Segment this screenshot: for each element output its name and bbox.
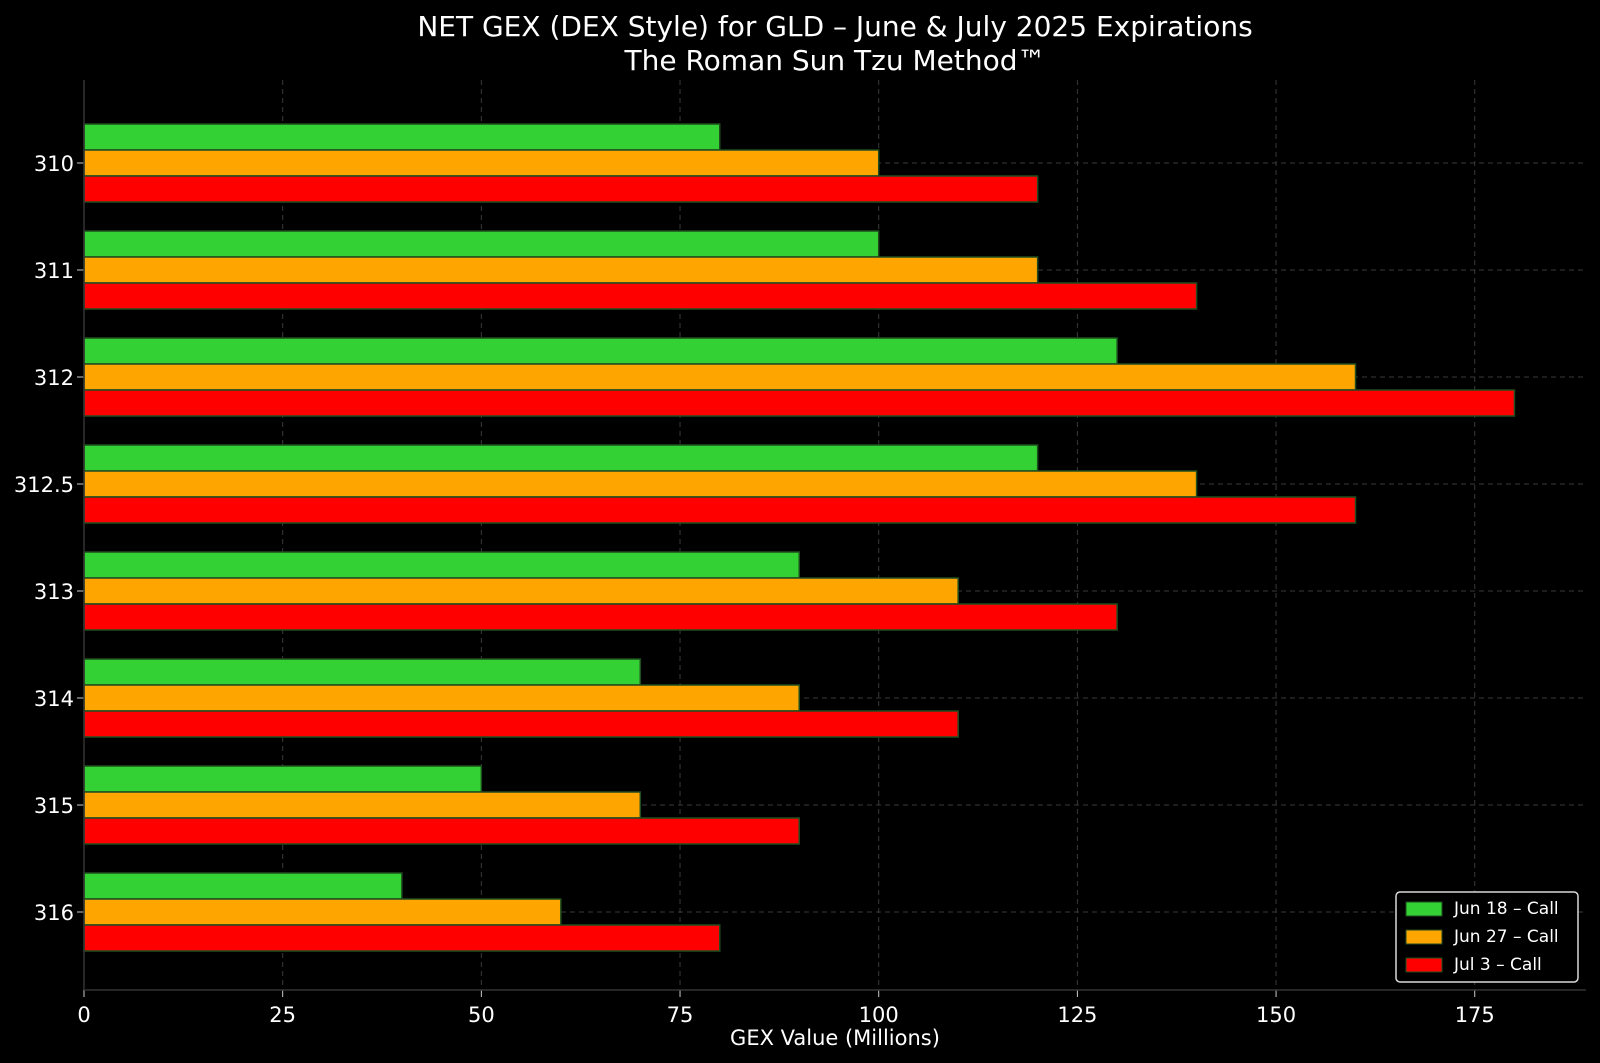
bar-316-series-3	[83, 924, 721, 952]
legend-label: Jul 3 – Call	[1453, 955, 1542, 975]
bar-314-series-2	[83, 684, 800, 712]
bar-312-series-1	[83, 337, 1118, 365]
legend-label: Jun 18 – Call	[1453, 899, 1559, 919]
grid-layer	[84, 80, 1586, 990]
legend-swatch	[1405, 901, 1443, 917]
x-tick-label: 100	[859, 1003, 899, 1027]
bar-311-series-2	[83, 256, 1039, 284]
bar-312-series-2	[83, 363, 1357, 391]
bar-312.5-series-3	[83, 496, 1357, 524]
bar-314-series-3	[83, 710, 959, 738]
chart-subtitle: The Roman Sun Tzu Method™	[623, 44, 1045, 77]
y-tick-label: 312.5	[14, 473, 74, 497]
x-tick-label: 125	[1057, 1003, 1097, 1027]
bar-310-series-3	[83, 175, 1039, 203]
legend-swatch	[1405, 957, 1443, 973]
y-tick-label: 314	[34, 687, 74, 711]
bars-layer	[83, 123, 1516, 952]
y-tick-label: 316	[34, 901, 74, 925]
legend-swatch	[1405, 929, 1443, 945]
x-tick-label: 175	[1455, 1003, 1495, 1027]
bar-313-series-3	[83, 603, 1118, 631]
x-tick-label: 150	[1256, 1003, 1296, 1027]
chart-title: NET GEX (DEX Style) for GLD – June & Jul…	[417, 10, 1252, 43]
x-tick-label: 75	[667, 1003, 694, 1027]
x-tick-label: 0	[77, 1003, 90, 1027]
bar-312.5-series-1	[83, 444, 1039, 472]
y-tick-label: 311	[34, 259, 74, 283]
bar-313-series-1	[83, 551, 800, 579]
x-axis-label: GEX Value (Millions)	[730, 1026, 940, 1050]
y-tick-label: 313	[34, 580, 74, 604]
axes-layer: 0 25 50 75 100 125 150 175 310 311 312 312.5 313 314 3…	[14, 80, 1586, 1027]
bar-316-series-1	[83, 872, 403, 900]
x-tick-label: 25	[269, 1003, 296, 1027]
bar-312-series-3	[83, 389, 1516, 417]
legend-label: Jun 27 – Call	[1453, 927, 1559, 947]
y-tick-label: 312	[34, 366, 74, 390]
bar-310-series-1	[83, 123, 721, 151]
bar-315-series-1	[83, 765, 483, 793]
bar-313-series-2	[83, 577, 959, 605]
x-tick-label: 50	[468, 1003, 495, 1027]
bar-311-series-3	[83, 282, 1198, 310]
bar-315-series-2	[83, 791, 642, 819]
bar-312.5-series-2	[83, 470, 1198, 498]
bar-315-series-3	[83, 817, 800, 845]
bar-311-series-1	[83, 230, 880, 258]
bar-316-series-2	[83, 898, 562, 926]
legend: Jun 18 – Call Jun 27 – Call Jul 3 – Call	[1395, 891, 1579, 983]
bar-314-series-1	[83, 658, 642, 686]
y-tick-label: 310	[34, 152, 74, 176]
bar-310-series-2	[83, 149, 880, 177]
y-tick-label: 315	[34, 794, 74, 818]
